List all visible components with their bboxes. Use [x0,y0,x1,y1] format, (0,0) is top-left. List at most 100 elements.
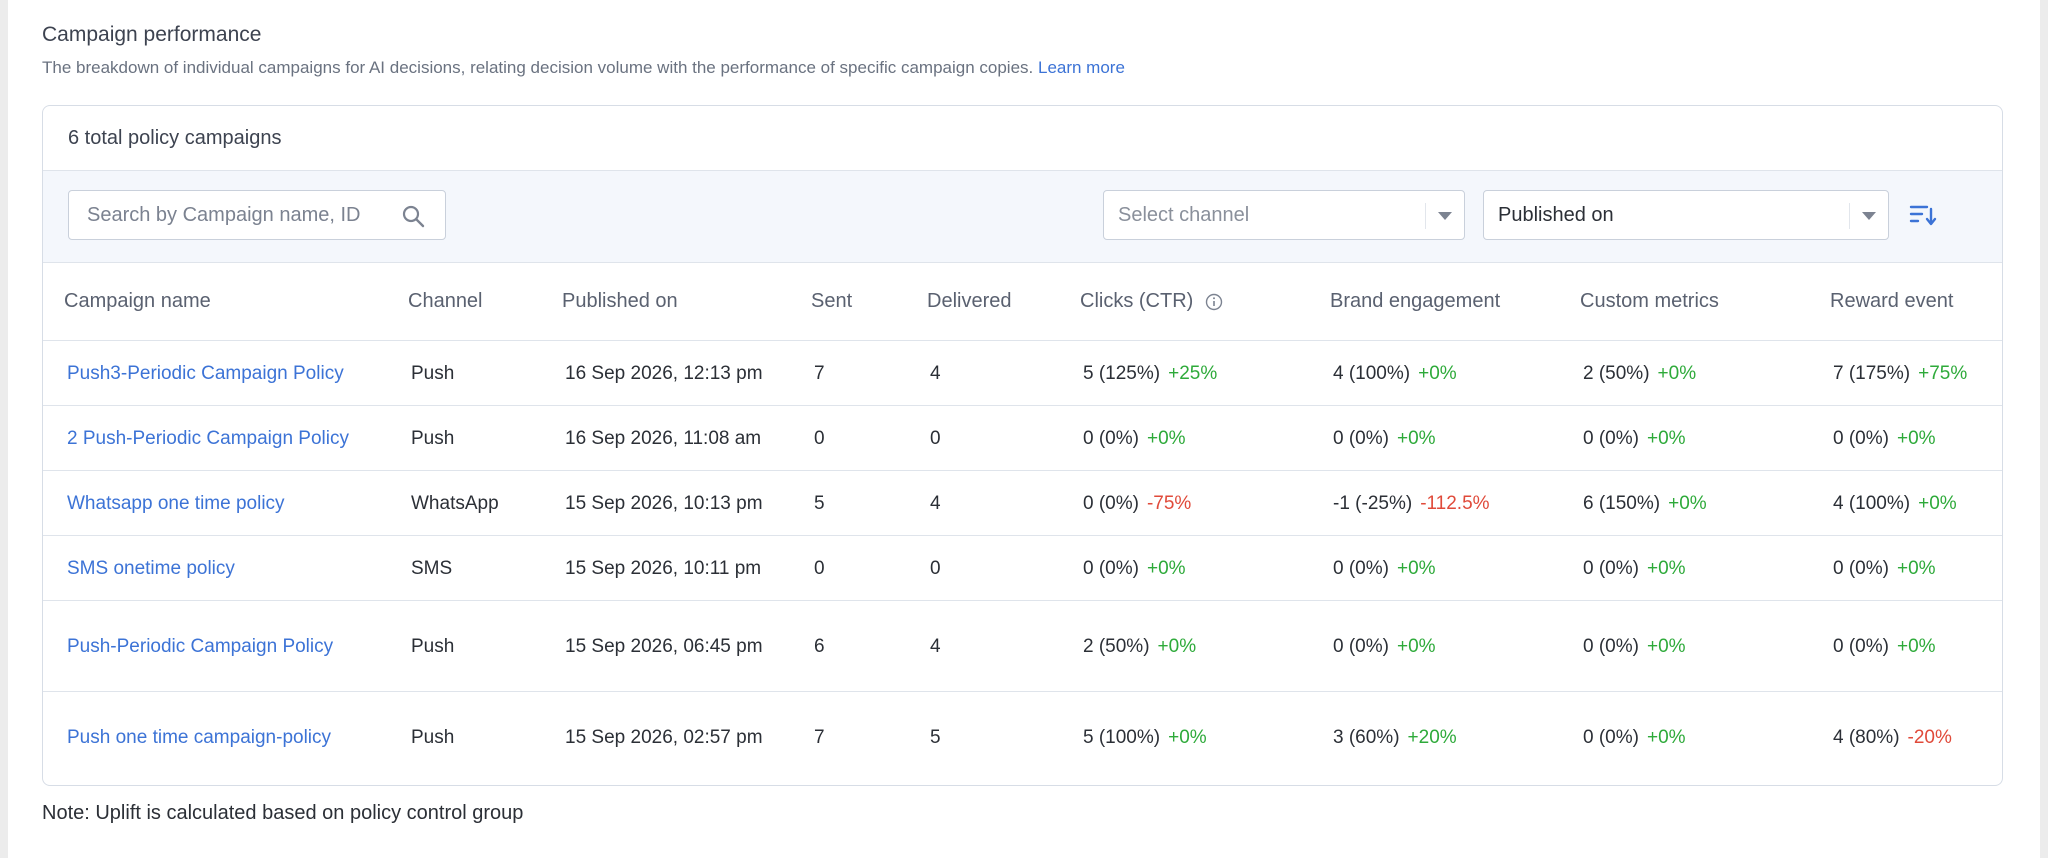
uplift-delta: +25% [1168,362,1218,384]
learn-more-link[interactable]: Learn more [1037,58,1125,77]
column-header-label: Clicks (CTR) [1080,290,1194,312]
published-on-cell: 15 Sep 2026, 10:11 pm [541,535,790,601]
metric-value: 0 (0%) [1583,427,1639,449]
campaign-name-link[interactable]: Push3-Periodic Campaign Policy [43,340,387,406]
column-header[interactable]: Campaign name [43,263,387,341]
metric-value: 0 (0%) [1333,557,1389,579]
reward-event-cell: 0 (0%) +0% [1809,405,2002,471]
description-text: The breakdown of individual campaigns fo… [42,58,1034,77]
metric-value: 0 (0%) [1333,635,1389,657]
metric-value: 0 (0%) [1833,557,1889,579]
column-header[interactable]: Channel [387,263,541,341]
uplift-delta: +0% [1418,362,1457,384]
metric-value: 0 (0%) [1833,427,1889,449]
custom-metrics-cell: 2 (50%) +0% [1559,340,1809,406]
info-icon[interactable] [1205,293,1223,311]
uplift-delta: +0% [1168,726,1207,748]
uplift-delta: +20% [1407,726,1457,748]
metric-value: 6 (150%) [1583,492,1661,514]
clicks-cell: 0 (0%) -75% [1059,470,1309,536]
uplift-delta: -112.5% [1420,492,1490,514]
column-header[interactable]: Custom metrics [1559,263,1809,341]
metric-value: 5 (100%) [1083,726,1161,748]
channel-select[interactable]: Select channel [1103,190,1465,240]
brand-engagement-cell: 0 (0%) +0% [1309,535,1559,601]
section-title: Campaign performance [42,23,262,46]
sort-by-select[interactable]: Published on [1483,190,1889,240]
chevron-down-icon[interactable] [1438,212,1452,220]
metric-value: 2 (50%) [1083,635,1150,657]
metric-value: 2 (50%) [1583,362,1650,384]
clicks-cell: 5 (125%) +25% [1059,340,1309,406]
uplift-delta: +0% [1146,427,1186,449]
custom-metrics-cell: 0 (0%) +0% [1559,600,1809,692]
column-header[interactable]: Reward event [1809,263,2002,341]
metric-value: 0 (0%) [1083,557,1139,579]
metric-value: 0 (0%) [1083,492,1139,514]
campaign-name-link[interactable]: Whatsapp one time policy [43,470,387,536]
sent-cell: 7 [814,726,825,748]
campaign-name-link[interactable]: SMS onetime policy [43,535,387,601]
total-campaigns-label: 6 total policy campaigns [43,106,2002,171]
brand-engagement-cell: 4 (100%) +0% [1309,340,1559,406]
column-header-clicks[interactable]: Clicks (CTR) [1059,263,1309,341]
metric-value: 0 (0%) [1333,427,1389,449]
channel-select-value: Select channel [1118,203,1250,226]
uplift-delta: +0% [1396,557,1436,579]
window-left-border [0,0,8,858]
uplift-delta: +0% [1396,427,1436,449]
brand-engagement-cell: -1 (-25%) -112.5% [1309,470,1559,536]
table-row: Whatsapp one time policy WhatsApp 15 Sep 2… [43,470,2002,536]
brand-engagement-cell: 3 (60%) +20% [1309,692,1559,783]
sort-order-icon[interactable] [1909,203,1937,227]
brand-engagement-cell: 0 (0%) +0% [1309,405,1559,471]
sent-cell: 7 [790,340,906,406]
search-box[interactable] [68,190,446,240]
uplift-delta: -75% [1146,492,1192,514]
channel-cell: Push [387,405,541,471]
reward-event-cell: 7 (175%) +75% [1809,340,2002,406]
column-header[interactable]: Delivered [906,263,1059,341]
sent-cell: 5 [790,470,906,536]
table-row: Push one time campaign-policy Push 15 Sep … [43,692,2002,783]
metric-value: 4 (80%) [1833,726,1900,748]
channel-cell: Push [411,726,455,748]
uplift-delta: +0% [1668,492,1707,514]
published-on-cell: 15 Sep 2026, 02:57 pm [565,726,763,748]
metric-value: 0 (0%) [1583,557,1639,579]
clicks-cell: 5 (100%) +0% [1059,692,1309,783]
custom-metrics-cell: 6 (150%) +0% [1559,470,1809,536]
table-row: 2 Push-Periodic Campaign Policy Push 16 Se… [43,405,2002,471]
reward-event-cell: 0 (0%) +0% [1809,600,2002,692]
reward-event-cell: 4 (80%) -20% [1809,692,2002,783]
chevron-down-icon[interactable] [1862,212,1876,220]
select-divider [1425,203,1426,229]
uplift-delta: +0% [1396,635,1436,657]
sent-cell: 0 [790,405,906,471]
window-right-border [2040,0,2048,858]
metric-value: 3 (60%) [1333,726,1400,748]
metric-value: 4 (100%) [1833,492,1911,514]
metric-value: 0 (0%) [1583,726,1639,748]
column-header[interactable]: Brand engagement [1309,263,1559,341]
column-header[interactable]: Published on [541,263,790,341]
reward-event-cell: 4 (100%) +0% [1809,470,2002,536]
channel-cell: Push [387,600,541,692]
channel-cell: SMS [387,535,541,601]
uplift-delta: +0% [1157,635,1197,657]
campaigns-card: 6 total policy campaigns Select channel … [42,105,2003,786]
search-icon[interactable] [401,204,425,228]
campaign-name-link[interactable]: 2 Push-Periodic Campaign Policy [43,405,387,471]
uplift-delta: +75% [1918,362,1968,384]
uplift-delta: +0% [1646,635,1686,657]
delivered-cell: 0 [906,405,1059,471]
delivered-cell: 0 [906,535,1059,601]
uplift-delta: +0% [1657,362,1697,384]
campaign-name-link[interactable]: Push one time campaign-policy [67,726,332,748]
campaign-name-link[interactable]: Push-Periodic Campaign Policy [43,600,387,692]
clicks-cell: 0 (0%) +0% [1059,405,1309,471]
search-input[interactable] [69,202,389,228]
uplift-delta: +0% [1896,427,1936,449]
column-header[interactable]: Sent [790,263,906,341]
uplift-delta: +0% [1918,492,1957,514]
